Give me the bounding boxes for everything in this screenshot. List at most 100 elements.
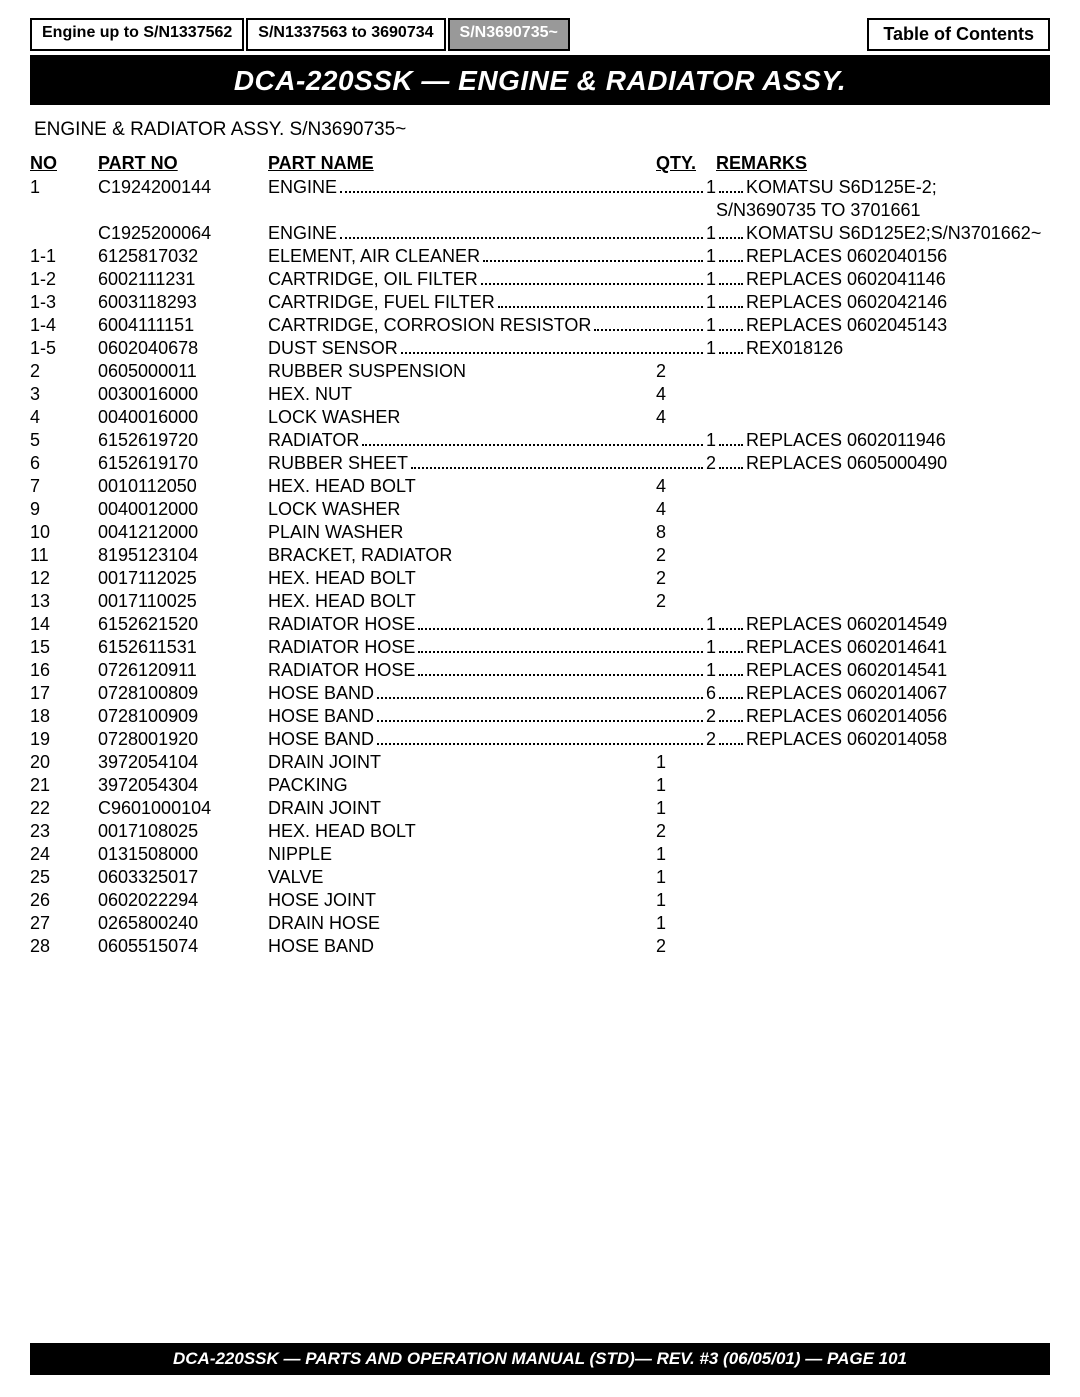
cell-qty: 4 <box>656 475 716 498</box>
table-row: 160726120911RADIATOR HOSE1REPLACES 06020… <box>30 659 1050 682</box>
cell-no: 26 <box>30 889 98 912</box>
cell-name-qty: RADIATOR HOSE1 <box>268 613 716 636</box>
table-row: 1-46004111151CARTRIDGE, CORROSION RESIST… <box>30 314 1050 337</box>
cell-remarks: REPLACES 0602045143 <box>716 314 1050 337</box>
cell-no: 14 <box>30 613 98 636</box>
cell-remarks: REPLACES 0602014056 <box>716 705 1050 728</box>
cell-no: 9 <box>30 498 98 521</box>
cell-remarks <box>716 774 1050 797</box>
cell-remarks: REPLACES 0602014541 <box>716 659 1050 682</box>
cell-no: 11 <box>30 544 98 567</box>
cell-name-qty: CARTRIDGE, OIL FILTER1 <box>268 268 716 291</box>
cell-partno: 6004111151 <box>98 314 268 337</box>
cell-partno: 6002111231 <box>98 268 268 291</box>
cell-name-qty: ELEMENT, AIR CLEANER1 <box>268 245 716 268</box>
cell-no: 1-3 <box>30 291 98 314</box>
cell-no: 6 <box>30 452 98 475</box>
cell-no: 22 <box>30 797 98 820</box>
table-row: 1-50602040678DUST SENSOR1REX018126 <box>30 337 1050 360</box>
cell-partno: 0728100909 <box>98 705 268 728</box>
cell-partno: C1925200064 <box>98 222 268 245</box>
cell-remarks: REPLACES 0602041146 <box>716 268 1050 291</box>
table-of-contents-link[interactable]: Table of Contents <box>867 18 1050 51</box>
cell-partno: C1924200144 <box>98 176 268 199</box>
cell-no: 5 <box>30 429 98 452</box>
cell-partno: 0728001920 <box>98 728 268 751</box>
cell-remarks <box>716 797 1050 820</box>
cell-name-qty: CARTRIDGE, FUEL FILTER1 <box>268 291 716 314</box>
table-row: C1925200064ENGINE1KOMATSU S6D125E2;S/N37… <box>30 222 1050 245</box>
table-row: 130017110025HEX. HEAD BOLT2 <box>30 590 1050 613</box>
cell-name-qty: DUST SENSOR1 <box>268 337 716 360</box>
cell-no: 1-5 <box>30 337 98 360</box>
cell-partno: 0602040678 <box>98 337 268 360</box>
cell-qty: 2 <box>656 360 716 383</box>
cell-no: 21 <box>30 774 98 797</box>
assembly-subtitle: ENGINE & RADIATOR ASSY. S/N3690735~ <box>34 119 1050 141</box>
tab-engine-up-to[interactable]: Engine up to S/N1337562 <box>30 18 244 51</box>
cell-qty: 2 <box>656 590 716 613</box>
cell-partno: C9601000104 <box>98 797 268 820</box>
cell-partno: 6152621520 <box>98 613 268 636</box>
cell-remarks <box>716 475 1050 498</box>
table-row: 270265800240DRAIN HOSE1 <box>30 912 1050 935</box>
cell-partno: 0602022294 <box>98 889 268 912</box>
cell-partno: 6152619720 <box>98 429 268 452</box>
cell-name: HEX. HEAD BOLT <box>268 590 656 613</box>
table-row: 170728100809HOSE BAND6REPLACES 060201406… <box>30 682 1050 705</box>
cell-name: LOCK WASHER <box>268 406 656 429</box>
cell-name <box>268 199 656 222</box>
cell-no: 24 <box>30 843 98 866</box>
parts-table: NO PART NO PART NAME QTY. REMARKS 1C1924… <box>30 151 1050 958</box>
cell-remarks: REPLACES 0605000490 <box>716 452 1050 475</box>
cell-remarks: REPLACES 0602040156 <box>716 245 1050 268</box>
table-row: 180728100909HOSE BAND2REPLACES 060201405… <box>30 705 1050 728</box>
table-row: 1C1924200144ENGINE1KOMATSU S6D125E-2; <box>30 176 1050 199</box>
cell-remarks <box>716 912 1050 935</box>
cell-qty: 1 <box>656 889 716 912</box>
cell-name-qty: RADIATOR1 <box>268 429 716 452</box>
table-row: 22C9601000104DRAIN JOINT1 <box>30 797 1050 820</box>
cell-remarks <box>716 521 1050 544</box>
cell-remarks <box>716 383 1050 406</box>
cell-qty <box>656 199 716 222</box>
cell-name: HOSE JOINT <box>268 889 656 912</box>
cell-partno: 0017112025 <box>98 567 268 590</box>
cell-no: 17 <box>30 682 98 705</box>
cell-no <box>30 222 98 245</box>
cell-remarks: REX018126 <box>716 337 1050 360</box>
cell-partno: 6152619170 <box>98 452 268 475</box>
cell-partno: 0030016000 <box>98 383 268 406</box>
cell-name: DRAIN JOINT <box>268 797 656 820</box>
tab-sn-current[interactable]: S/N3690735~ <box>448 18 570 51</box>
table-row: 1-16125817032ELEMENT, AIR CLEANER1REPLAC… <box>30 245 1050 268</box>
table-row: 156152611531RADIATOR HOSE1REPLACES 06020… <box>30 636 1050 659</box>
cell-qty: 1 <box>656 797 716 820</box>
cell-name: HEX. HEAD BOLT <box>268 820 656 843</box>
cell-partno: 0010112050 <box>98 475 268 498</box>
cell-name-qty: CARTRIDGE, CORROSION RESISTOR1 <box>268 314 716 337</box>
cell-name-qty: RADIATOR HOSE1 <box>268 636 716 659</box>
cell-no: 1 <box>30 176 98 199</box>
cell-no: 7 <box>30 475 98 498</box>
cell-qty: 2 <box>656 935 716 958</box>
cell-name: HEX. HEAD BOLT <box>268 567 656 590</box>
table-row: 30030016000HEX. NUT4 <box>30 383 1050 406</box>
cell-remarks: REPLACES 0602011946 <box>716 429 1050 452</box>
cell-qty: 2 <box>656 820 716 843</box>
cell-partno: 0131508000 <box>98 843 268 866</box>
table-row: 66152619170RUBBER SHEET2REPLACES 0605000… <box>30 452 1050 475</box>
cell-no: 12 <box>30 567 98 590</box>
cell-partno: 6125817032 <box>98 245 268 268</box>
table-row: 1-26002111231CARTRIDGE, OIL FILTER1REPLA… <box>30 268 1050 291</box>
cell-remarks <box>716 866 1050 889</box>
cell-remarks <box>716 590 1050 613</box>
table-row: 230017108025HEX. HEAD BOLT2 <box>30 820 1050 843</box>
cell-remarks <box>716 360 1050 383</box>
table-header-row: NO PART NO PART NAME QTY. REMARKS <box>30 151 1050 176</box>
header-remarks: REMARKS <box>716 151 1050 176</box>
tab-sn-mid[interactable]: S/N1337563 to 3690734 <box>246 18 445 51</box>
cell-name-qty: HOSE BAND2 <box>268 705 716 728</box>
cell-name-qty: HOSE BAND6 <box>268 682 716 705</box>
cell-name: HEX. HEAD BOLT <box>268 475 656 498</box>
